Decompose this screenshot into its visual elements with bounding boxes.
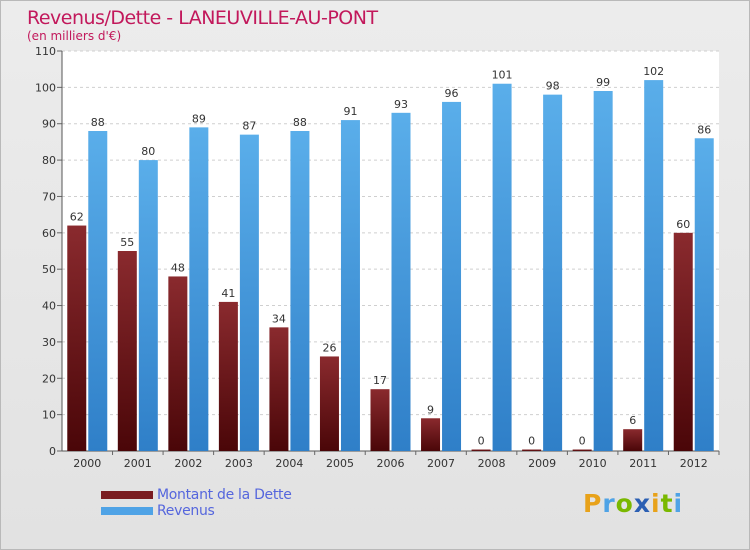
logo-letter: P [583, 489, 603, 518]
y-tick-label: 60 [42, 227, 56, 240]
x-tick-label: 2008 [478, 457, 506, 470]
proxiti-logo: Proxiti [583, 489, 683, 518]
bar-revenue [442, 101, 462, 451]
data-label-debt: 0 [528, 435, 535, 448]
bar-revenue [391, 112, 411, 452]
data-label-debt: 62 [70, 211, 84, 224]
data-label-revenue: 93 [394, 98, 408, 111]
data-label-revenue: 101 [492, 69, 513, 82]
data-label-debt: 48 [171, 261, 185, 274]
chart-subtitle: (en milliers d'€) [27, 29, 122, 43]
bar-revenue [189, 127, 209, 451]
bar-debt [319, 356, 339, 451]
logo-letter: x [633, 489, 651, 518]
data-label-debt: 60 [676, 218, 690, 231]
legend: Montant de la Dette Revenus [101, 487, 292, 519]
data-label-revenue: 86 [697, 123, 711, 136]
legend-label-debt: Montant de la Dette [157, 487, 292, 503]
y-tick-label: 110 [35, 45, 56, 58]
data-label-debt: 0 [478, 435, 485, 448]
bar-debt [370, 389, 390, 451]
legend-label-revenue: Revenus [157, 503, 215, 519]
y-tick-label: 100 [35, 81, 56, 94]
x-tick-label: 2002 [174, 457, 202, 470]
data-label-debt: 26 [322, 341, 336, 354]
data-label-revenue: 80 [141, 145, 155, 158]
data-label-revenue: 102 [643, 65, 664, 78]
data-label-revenue: 99 [596, 76, 610, 89]
x-tick-label: 2011 [629, 457, 657, 470]
data-label-debt: 41 [221, 287, 235, 300]
data-label-revenue: 88 [293, 116, 307, 129]
bar-debt [168, 276, 188, 451]
data-label-revenue: 87 [242, 120, 256, 133]
data-label-debt: 55 [120, 236, 134, 249]
bar-revenue [290, 131, 310, 451]
data-label-revenue: 91 [343, 105, 357, 118]
x-tick-label: 2003 [225, 457, 253, 470]
data-label-debt: 17 [373, 374, 387, 387]
bar-revenue [492, 83, 512, 452]
data-label-revenue: 98 [546, 80, 560, 93]
legend-swatch-revenue [101, 507, 153, 515]
bar-debt [421, 418, 441, 451]
data-label-debt: 34 [272, 312, 286, 325]
logo-letter: i [651, 489, 661, 518]
bar-revenue [138, 160, 158, 451]
x-tick-label: 2009 [528, 457, 556, 470]
bar-debt [522, 449, 542, 451]
y-tick-label: 10 [42, 409, 56, 422]
chart-title: Revenus/Dette - LANEUVILLE-AU-PONT [27, 7, 378, 29]
bar-debt [117, 251, 137, 451]
x-tick-label: 2000 [73, 457, 101, 470]
bar-debt [673, 232, 693, 451]
bar-revenue [340, 120, 360, 451]
bar-revenue [694, 138, 714, 452]
y-tick-label: 30 [42, 336, 56, 349]
bar-debt [623, 429, 643, 451]
logo-letter: o [615, 489, 634, 518]
bar-revenue [239, 134, 259, 452]
x-tick-label: 2006 [377, 457, 405, 470]
x-tick-label: 2005 [326, 457, 354, 470]
y-tick-label: 90 [42, 118, 56, 131]
y-tick-label: 0 [49, 445, 56, 458]
data-label-debt: 0 [579, 435, 586, 448]
x-tick-label: 2010 [579, 457, 607, 470]
bar-debt [67, 225, 87, 451]
y-tick-label: 20 [42, 372, 56, 385]
data-label-debt: 9 [427, 403, 434, 416]
data-label-revenue: 88 [91, 116, 105, 129]
x-tick-label: 2007 [427, 457, 455, 470]
legend-swatch-debt [101, 491, 153, 499]
y-tick-label: 40 [42, 300, 56, 313]
data-label-revenue: 96 [445, 87, 459, 100]
y-tick-label: 70 [42, 190, 56, 203]
legend-item-revenue: Revenus [101, 503, 292, 519]
logo-letter: t [660, 489, 674, 518]
x-tick-label: 2001 [124, 457, 152, 470]
bar-revenue [644, 80, 664, 451]
legend-item-debt: Montant de la Dette [101, 487, 292, 503]
logo-letter: r [602, 489, 616, 518]
y-tick-label: 80 [42, 154, 56, 167]
bar-debt [471, 449, 491, 451]
bar-revenue [88, 131, 108, 451]
y-tick-label: 50 [42, 263, 56, 276]
x-tick-label: 2004 [275, 457, 303, 470]
bar-revenue [543, 94, 563, 452]
plot-area [62, 51, 719, 451]
bar-debt [572, 449, 592, 451]
x-tick-label: 2012 [680, 457, 708, 470]
bar-revenue [593, 91, 613, 451]
bar-debt [269, 327, 289, 451]
logo-letter: i [673, 489, 684, 518]
data-label-debt: 6 [629, 414, 636, 427]
data-label-revenue: 89 [192, 112, 206, 125]
bar-debt [218, 301, 238, 451]
